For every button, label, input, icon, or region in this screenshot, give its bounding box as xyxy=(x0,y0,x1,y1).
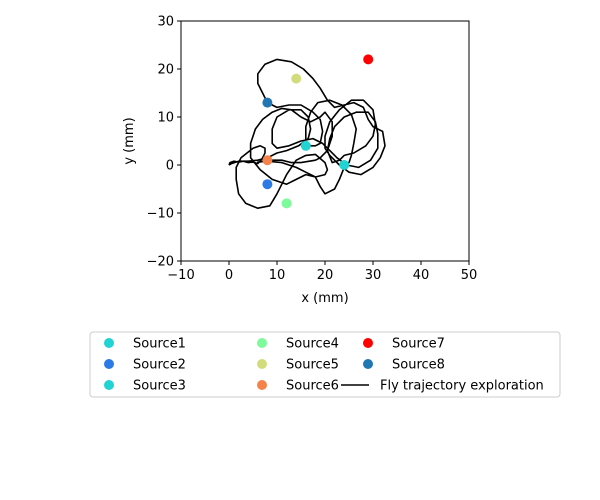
legend-marker-source6 xyxy=(257,380,267,390)
legend-marker-source4 xyxy=(257,338,267,348)
x-tick-label: 50 xyxy=(461,268,478,283)
legend-marker-source7 xyxy=(363,338,373,348)
source-point-7 xyxy=(363,54,374,65)
legend-label: Source4 xyxy=(286,337,339,352)
legend-label: Source5 xyxy=(286,358,339,373)
legend-marker-source2 xyxy=(104,359,114,369)
legend: Source1 Source4 Source7 Source2 Source5 Sourc… xyxy=(89,331,561,398)
legend-label: Source6 xyxy=(286,379,339,394)
y-tick-label: 0 xyxy=(166,159,174,174)
source-point-2 xyxy=(262,179,273,190)
legend-label: Source3 xyxy=(133,379,186,394)
legend-frame xyxy=(89,331,561,398)
legend-label: Source1 xyxy=(133,337,186,352)
y-tick-label: −20 xyxy=(147,255,174,270)
legend-marker-source5 xyxy=(257,359,267,369)
y-tick-label: 20 xyxy=(157,63,174,78)
x-tick-label: 40 xyxy=(413,268,430,283)
x-axis-label: x (mm) xyxy=(301,291,348,306)
points-layer xyxy=(262,54,374,209)
legend-items: Source1 Source4 Source7 Source2 Source5 Sourc… xyxy=(104,337,544,394)
y-tick-label: 30 xyxy=(157,15,174,30)
legend-marker-source3 xyxy=(104,380,114,390)
x-tick-label: 10 xyxy=(269,268,286,283)
source-point-5 xyxy=(291,73,302,84)
x-tick-label: 20 xyxy=(317,268,334,283)
x-tick-label: −10 xyxy=(167,268,194,283)
y-tick-label: 10 xyxy=(157,111,174,126)
source-point-1 xyxy=(300,140,311,151)
legend-marker-source8 xyxy=(363,359,373,369)
source-point-4 xyxy=(281,198,292,209)
y-tick-label: −10 xyxy=(147,207,174,222)
trajectory-layer xyxy=(228,58,386,209)
fly-trajectory-line xyxy=(228,58,386,209)
legend-label: Fly trajectory exploration xyxy=(380,379,544,394)
legend-label: Source7 xyxy=(392,337,445,352)
legend-marker-source1 xyxy=(104,338,114,348)
source-point-8 xyxy=(262,97,273,108)
y-axis-label: y (mm) xyxy=(122,117,137,164)
source-point-6 xyxy=(262,155,273,166)
x-tick-label: 0 xyxy=(225,268,233,283)
legend-label: Source2 xyxy=(133,358,186,373)
x-tick-label: 30 xyxy=(365,268,382,283)
source-point-3 xyxy=(339,160,350,170)
legend-label: Source8 xyxy=(392,358,445,373)
